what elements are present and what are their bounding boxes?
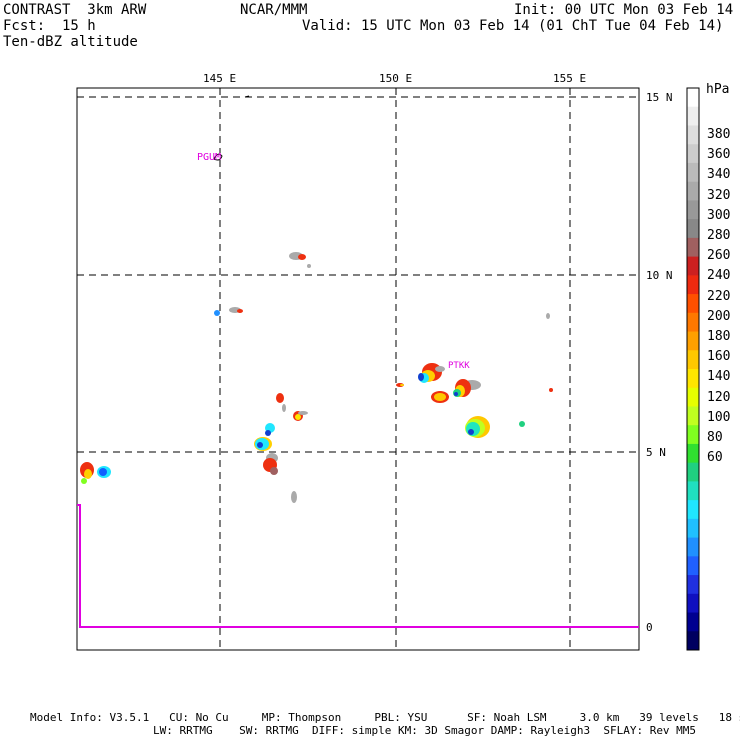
- colorbar-swatch: [687, 275, 699, 295]
- lat-label-equator: 0: [646, 621, 653, 634]
- echo-cell: [81, 478, 87, 484]
- colorbar-swatch: [687, 537, 699, 557]
- colorbar-label: 100: [707, 409, 731, 425]
- station-label-pgum: PGUM: [197, 152, 222, 163]
- island-outline: [244, 95, 250, 98]
- echo-cell: [454, 392, 458, 396]
- echo-cell: [418, 373, 424, 381]
- echo-cell: [99, 468, 107, 476]
- colorbar-swatch: [687, 575, 699, 595]
- colorbar-label: 260: [707, 248, 731, 264]
- colorbar-swatch: [687, 106, 699, 126]
- colorbar-label: 160: [707, 349, 731, 365]
- colorbar-label: 220: [707, 288, 731, 304]
- colorbar-swatch: [687, 88, 699, 108]
- colorbar-swatch: [687, 294, 699, 314]
- echo-cell: [307, 264, 311, 268]
- colorbar-label: 320: [707, 187, 731, 203]
- forecast-hour: Fcst: 15 h: [3, 18, 96, 34]
- colorbar-label: 200: [707, 308, 731, 324]
- colorbar-label: 360: [707, 147, 731, 163]
- colorbar-swatch: [687, 387, 699, 407]
- echo-cell: [237, 309, 243, 313]
- colorbar-swatch: [687, 350, 699, 370]
- guam-island-outline: [213, 153, 223, 161]
- colorbar-frame: [686, 87, 700, 651]
- echo-cell: [265, 430, 271, 436]
- colorbar-swatch: [687, 256, 699, 276]
- colorbar: [686, 87, 700, 651]
- lat-label-10n: 10 N: [646, 269, 673, 282]
- colorbar-label: 80: [707, 430, 723, 445]
- colorbar-label: 280: [707, 228, 731, 243]
- echo-cell: [298, 411, 308, 415]
- field-name: Ten-dBZ altitude: [3, 34, 138, 50]
- echo-cell: [468, 429, 474, 435]
- model-title: CONTRAST 3km ARW: [3, 2, 147, 18]
- colorbar-swatch: [687, 425, 699, 445]
- lon-label-150e: 150 E: [379, 72, 413, 85]
- colorbar-swatch: [687, 443, 699, 464]
- colorbar-label: 60: [707, 450, 723, 466]
- colorbar-swatch: [687, 593, 699, 614]
- colorbar-label: 180: [707, 329, 731, 344]
- colorbar-swatch: [687, 518, 699, 539]
- colorbar-swatch: [687, 631, 699, 651]
- colorbar-swatch: [687, 312, 699, 333]
- colorbar-swatch: [687, 181, 699, 201]
- lat-lon-grid: [77, 88, 639, 650]
- echo-cell: [400, 384, 404, 386]
- echo-cell: [434, 393, 446, 401]
- lat-label-15n: 15 N: [646, 91, 673, 104]
- model-info-line2: LW: RRTMG SW: RRTMG DIFF: simple KM: 3D …: [153, 724, 697, 737]
- init-time: Init: 00 UTC Mon 03 Feb 14: [514, 2, 734, 18]
- colorbar-label: 120: [707, 389, 731, 405]
- lon-label-155e: 155 E: [553, 72, 587, 85]
- colorbar-swatch: [687, 200, 699, 220]
- domain-boundary-line: [77, 504, 639, 628]
- model-info-line1: Model Info: V3.5.1 CU: No Cu MP: Thompso…: [30, 711, 740, 724]
- colorbar-swatch: [687, 125, 699, 145]
- echo-cell: [214, 310, 220, 316]
- valid-time: Valid: 15 UTC Mon 03 Feb 14 (01 ChT Tue …: [302, 18, 724, 34]
- colorbar-swatch: [687, 144, 699, 164]
- colorbar-swatch: [687, 369, 699, 389]
- colorbar-swatch: [687, 612, 699, 632]
- echo-cell: [276, 393, 284, 403]
- plot-frame: [76, 87, 640, 651]
- colorbar-swatch: [687, 500, 699, 520]
- station-label-ptkk: PTKK: [448, 361, 470, 371]
- colorbar-unit: hPa: [706, 82, 730, 97]
- center-label: NCAR/MMM: [240, 2, 308, 18]
- colorbar-swatch: [687, 237, 699, 258]
- lat-label-5n: 5 N: [646, 446, 666, 459]
- colorbar-swatch: [687, 556, 699, 576]
- colorbar-label: 300: [707, 207, 731, 223]
- echo-cell: [84, 469, 92, 479]
- echo-cell: [282, 404, 286, 412]
- echo-cell: [295, 414, 301, 420]
- echo-cell: [298, 254, 306, 260]
- echo-cell: [519, 421, 525, 427]
- echo-cell: [549, 388, 553, 392]
- colorbar-swatch: [687, 219, 699, 239]
- echo-cell: [435, 366, 445, 372]
- colorbar-swatch: [687, 481, 699, 501]
- colorbar-swatch: [687, 162, 699, 183]
- colorbar-swatch: [687, 331, 699, 351]
- echo-cell: [270, 467, 278, 475]
- colorbar-label: 380: [707, 127, 731, 142]
- lon-label-145e: 145 E: [203, 72, 237, 85]
- reflectivity-echoes: [80, 252, 553, 503]
- colorbar-label: 340: [707, 167, 731, 183]
- colorbar-swatch: [687, 406, 699, 426]
- echo-cell: [257, 442, 263, 448]
- colorbar-swatch: [687, 462, 699, 482]
- echo-cell: [291, 491, 297, 503]
- colorbar-label: 140: [707, 369, 731, 385]
- colorbar-label: 240: [707, 268, 731, 284]
- echo-cell: [546, 313, 550, 319]
